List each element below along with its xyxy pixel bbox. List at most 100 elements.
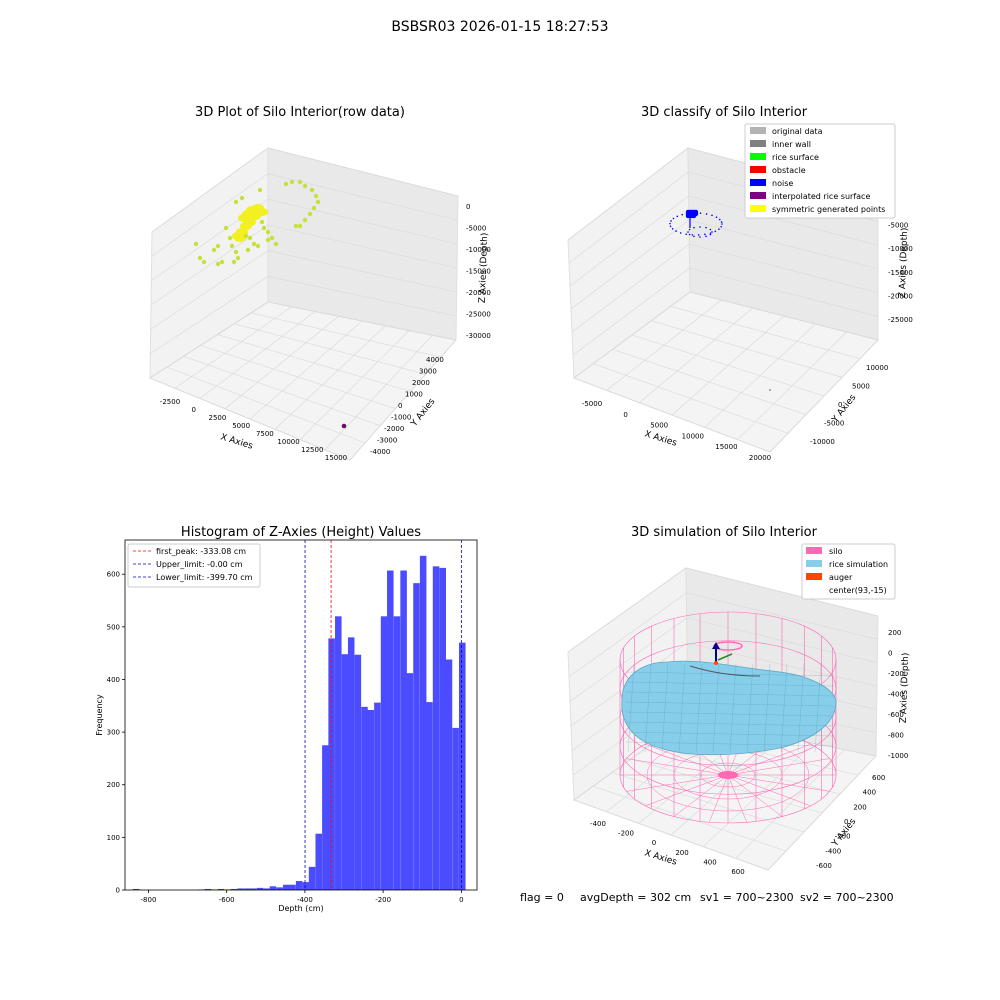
footer-status: flag = 0 avgDepth = 302 cm sv1 = 700~230…: [520, 891, 894, 904]
classify-z-ticklabel: -15000: [888, 269, 913, 277]
classify-legend-entries: original data inner wall rice surface obsta…: [750, 127, 885, 214]
hist-legend: first_peak: -333.08 cm Upper_limit: -0.00…: [127, 543, 261, 588]
noise-point: [669, 225, 672, 228]
classify-y-ticklabel: 0: [838, 401, 842, 409]
raw-y-ticklabel: -3000: [377, 437, 397, 445]
footer-avg-depth: avgDepth = 302 cm: [580, 891, 691, 904]
rice-mesh-line: [625, 701, 835, 707]
noise-point: [669, 222, 671, 225]
classify-y-ticklabel: 10000: [866, 364, 888, 372]
hist-bar: [276, 887, 283, 890]
hist-bar: [452, 727, 459, 890]
legend-swatch: [806, 547, 822, 554]
noise-point: [769, 389, 771, 391]
sim-x-ticklabel: 200: [675, 849, 688, 857]
gridline: [149, 301, 269, 379]
raw-point: [302, 183, 308, 189]
hist-vlines: [304, 540, 462, 890]
hist-bar: [445, 659, 453, 890]
legend-label: center(93,-15): [829, 586, 887, 595]
rice-mesh-line: [625, 711, 835, 717]
gridline: [224, 316, 339, 409]
gridline: [689, 267, 879, 317]
hist-ylabel: Frequency: [95, 694, 104, 736]
noise-point: [709, 233, 712, 236]
classify-legend-frame: [744, 123, 896, 219]
sim-x-ticklabel: -200: [618, 830, 634, 838]
gridline: [688, 195, 879, 246]
gridline: [689, 243, 879, 293]
noise-point: [715, 216, 718, 219]
gridline: [735, 749, 845, 859]
raw-point: [265, 229, 271, 235]
hist-bar: [374, 702, 381, 890]
gridline: [267, 250, 457, 293]
panel-histogram: Histogram of Z-Axies (Height) Values -80…: [95, 525, 478, 913]
legend-label: original data: [772, 127, 823, 136]
hist-bar: [308, 866, 316, 890]
legend-swatch: [750, 127, 766, 134]
hist-bar: [459, 642, 466, 890]
raw-point: [239, 195, 245, 201]
classify-xlabel: X Axies: [643, 429, 678, 448]
sim-legend: silo rice simulation auger center(93,-15): [801, 543, 896, 600]
raw-z-ticklabel: -15000: [466, 268, 491, 276]
sim-x-ticklabels: -400 -200 0 200 400 600: [590, 820, 745, 876]
gridline: [267, 276, 457, 317]
legend-swatch: [750, 153, 766, 160]
raw-y-ticklabel: -2000: [384, 425, 404, 433]
hist-bar: [263, 888, 270, 890]
rice-mesh-line: [729, 663, 737, 753]
gridline: [639, 307, 753, 403]
classify-x-ticklabel: 20000: [749, 454, 771, 462]
noise-point: [720, 225, 723, 228]
hist-x-ticklabel: -600: [219, 896, 235, 904]
hist-bar: [269, 886, 277, 890]
sim-z-ticklabel: 200: [888, 629, 901, 637]
classify-gridlines: [567, 147, 879, 453]
raw-z-ticklabel: -25000: [466, 311, 491, 319]
noise-point: [670, 220, 672, 222]
legend-label: noise: [772, 179, 793, 188]
gridline: [349, 339, 457, 461]
gridline: [249, 320, 363, 420]
legend-label: auger: [829, 573, 853, 582]
hist-bar: [335, 616, 342, 890]
raw-point: [257, 187, 263, 193]
hist-y-ticklabel: 400: [107, 676, 120, 684]
raw-gridlines: [149, 147, 459, 461]
raw-point: [255, 243, 261, 249]
classify-z-ticklabel: -25000: [888, 316, 913, 324]
gridline: [150, 250, 269, 330]
hist-bar: [217, 888, 225, 890]
noise-point: [693, 235, 695, 238]
raw-y-ticklabel: 3000: [419, 368, 437, 376]
raw-z-ticklabels: 0 -5000 -10000 -15000 -20000 -25000 -30000: [466, 203, 491, 340]
raw-point: [283, 181, 289, 187]
noise-point: [704, 233, 706, 236]
sim-y-ticklabel: 200: [853, 803, 866, 811]
auger-marker: [712, 642, 733, 665]
raw-y-ticklabel: -4000: [370, 448, 390, 456]
panel-simulation: 3D simulation of Silo Interior -400 -200 0…: [567, 525, 911, 876]
sim-z-ticklabels: 200 0 -200 -400 -600 -800 -1000: [888, 629, 908, 760]
raw-xlabel: X Axies: [219, 432, 254, 451]
sim-xlabel: X Axies: [643, 848, 678, 867]
classify-z-ticklabel: -10000: [888, 245, 913, 253]
rice-mesh-line: [627, 663, 635, 753]
raw-point: [233, 199, 239, 205]
noise-point: [709, 232, 712, 234]
raw-point: [229, 243, 235, 249]
gridline: [151, 173, 269, 257]
gridline: [567, 567, 687, 653]
sim-y-ticklabel: -400: [825, 847, 841, 855]
hist-legend-label: first_peak: -333.08 cm: [156, 547, 246, 556]
rice-mesh-line: [746, 663, 754, 753]
hist-bar: [361, 706, 368, 890]
raw-point: [273, 241, 279, 247]
noise-point: [711, 231, 713, 233]
hist-bar: [432, 566, 440, 890]
noise-point: [687, 231, 689, 233]
rice-mesh-line: [763, 663, 771, 753]
